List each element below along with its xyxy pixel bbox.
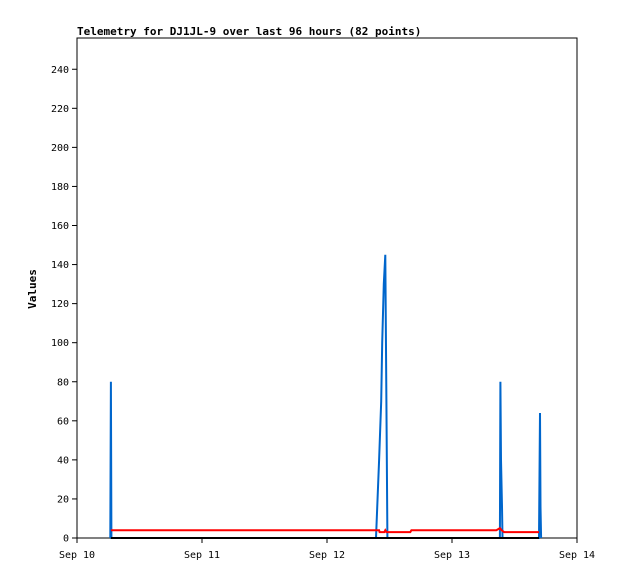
x-tick-label: Sep 14 [559, 550, 595, 561]
series-line-1 [110, 526, 539, 534]
y-tick-label: 80 [57, 377, 69, 388]
y-tick-label: 100 [51, 338, 69, 349]
x-tick-label: Sep 13 [434, 550, 470, 561]
y-axis-label: Values [26, 269, 39, 309]
y-tick-label: 180 [51, 182, 69, 193]
y-tick-label: 120 [51, 299, 69, 310]
y-tick-label: 200 [51, 143, 69, 154]
x-tick-label: Sep 10 [59, 550, 95, 561]
y-tick-label: 20 [57, 494, 69, 505]
data-series [109, 254, 543, 539]
series-line-0 [109, 254, 543, 539]
y-tick-label: 160 [51, 221, 69, 232]
x-tick-label: Sep 11 [184, 550, 220, 561]
y-tick-label: 0 [63, 534, 69, 545]
y-axis: 0 20 40 60 80 100 120 140 160 180 200 220 240 [51, 65, 77, 545]
y-tick-label: 60 [57, 416, 69, 427]
y-tick-label: 220 [51, 104, 69, 115]
chart-title: Telemetry for DJ1JL-9 over last 96 hours… [77, 25, 421, 38]
y-tick-label: 40 [57, 455, 69, 466]
y-tick-label: 240 [51, 65, 69, 76]
x-tick-label: Sep 12 [309, 550, 345, 561]
x-axis: Sep 10 Sep 11 Sep 12 Sep 13 Sep 14 [59, 538, 595, 561]
y-tick-label: 140 [51, 260, 69, 271]
